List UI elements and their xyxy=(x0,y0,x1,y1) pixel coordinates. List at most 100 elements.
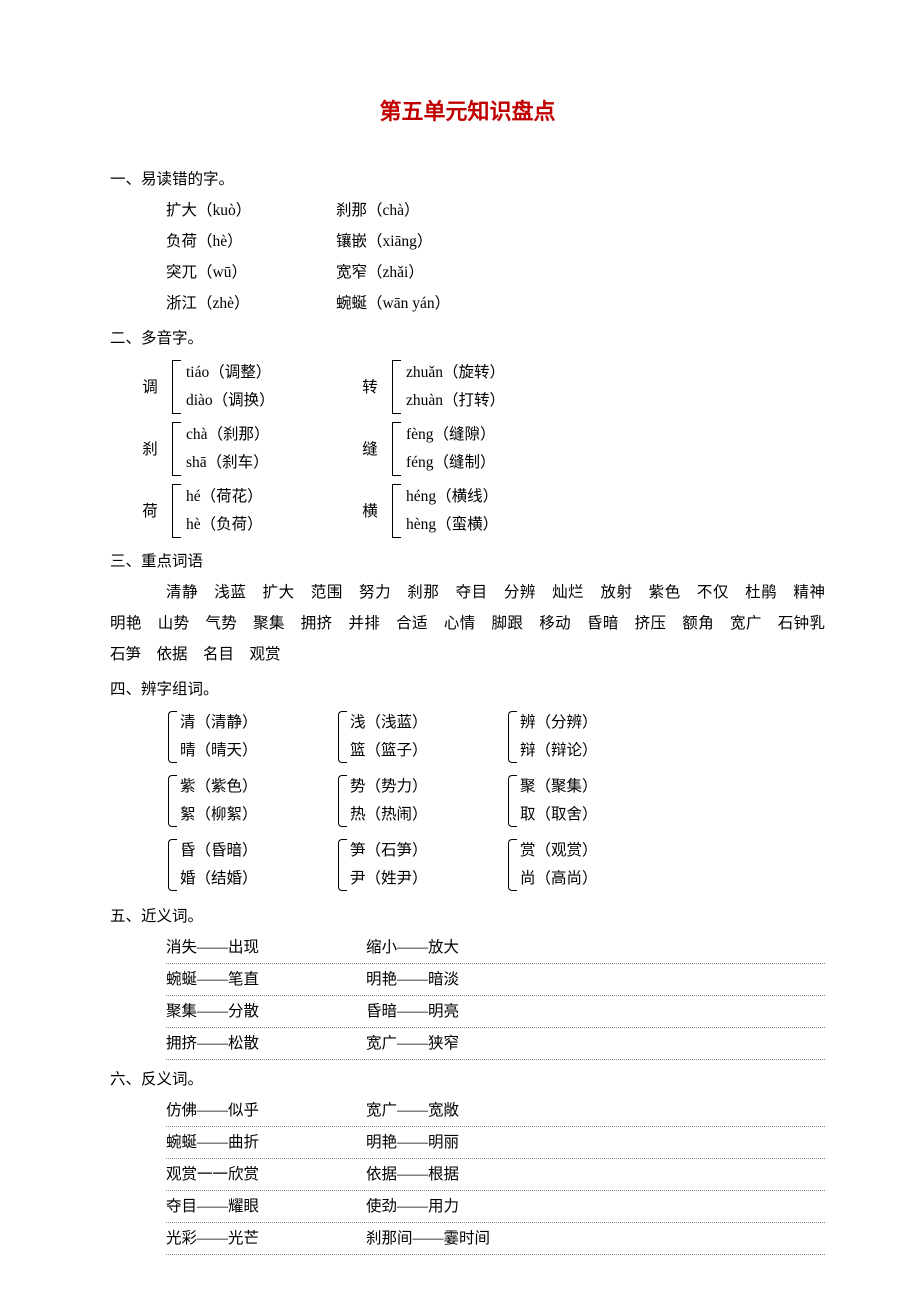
dot-row: 蜿蜒——笔直 明艳——暗淡 xyxy=(166,964,825,996)
pair: 拥挤——松散 xyxy=(166,1028,366,1059)
brk-group: 浅（浅蓝） 篮（篮子） xyxy=(336,705,506,769)
s1-cell: 镶嵌（xiāng） xyxy=(336,226,432,257)
brace-icon xyxy=(390,356,404,418)
brk-lines: 笋（石笋） 尹（姓尹） xyxy=(350,833,428,897)
section-4-body: 清（清静） 晴（晴天） 浅（浅蓝） 篮（篮子） 辨（分辨） 辩（辩论） xyxy=(110,705,825,897)
brk-line: 赏（观赏） xyxy=(520,837,598,865)
poly-char: 转 xyxy=(350,356,390,418)
pair: 宽广——宽敞 xyxy=(366,1095,459,1126)
brk-group: 辨（分辨） 辩（辩论） xyxy=(506,705,676,769)
dot-row: 拥挤——松散 宽广——狭窄 xyxy=(166,1028,825,1060)
page: 第五单元知识盘点 一、易读错的字。 扩大（kuò） 刹那（chà） 负荷（hè）… xyxy=(0,0,920,1315)
brk-group: 聚（聚集） 取（取舍） xyxy=(506,769,676,833)
brk-line: 笋（石笋） xyxy=(350,837,428,865)
brk-line: 取（取舍） xyxy=(520,801,598,829)
brace-icon xyxy=(166,833,180,897)
brk-line: 势（势力） xyxy=(350,773,428,801)
brace-icon xyxy=(336,769,350,833)
section-1-body: 扩大（kuò） 刹那（chà） 负荷（hè） 镶嵌（xiāng） 突兀（wū） … xyxy=(110,195,825,319)
brk-lines: 昏（昏暗） 婚（结婚） xyxy=(180,833,258,897)
poly-group: 横 héng（横线） hèng（蛮横） xyxy=(350,480,498,542)
brk-line: 热（热闹） xyxy=(350,801,428,829)
poly-readings: hé（荷花） hè（负荷） xyxy=(184,480,263,542)
poly-group: 转 zhuǎn（旋转） zhuàn（打转） xyxy=(350,356,505,418)
poly-reading: shā（刹车） xyxy=(186,449,270,477)
poly-group: 缝 fèng（缝隙） féng（缝制） xyxy=(350,418,496,480)
dot-row: 光彩——光芒 刹那间——霎时间 xyxy=(166,1223,825,1255)
brk-group: 紫（紫色） 絮（柳絮） xyxy=(166,769,336,833)
poly-group: 调 tiáo（调整） diào（调换） xyxy=(130,356,350,418)
poly-reading: hé（荷花） xyxy=(186,483,263,511)
brace-icon xyxy=(166,769,180,833)
poly-reading: chà（刹那） xyxy=(186,421,270,449)
section-3-body: 清静 浅蓝 扩大 范围 努力 刹那 夺目 分辨 灿烂 放射 紫色 不仅 杜鹃 精… xyxy=(110,577,825,670)
s1-row: 突兀（wū） 宽窄（zhǎi） xyxy=(166,257,825,288)
brk-line: 晴（晴天） xyxy=(180,737,258,765)
poly-char: 调 xyxy=(130,356,170,418)
brace-icon xyxy=(506,769,520,833)
poly-reading: fèng（缝隙） xyxy=(406,421,496,449)
brk-lines: 紫（紫色） 絮（柳絮） xyxy=(180,769,258,833)
poly-readings: tiáo（调整） diào（调换） xyxy=(184,356,275,418)
poly-readings: zhuǎn（旋转） zhuàn（打转） xyxy=(404,356,505,418)
poly-reading: hèng（蛮横） xyxy=(406,511,498,539)
brk-line: 尹（姓尹） xyxy=(350,865,428,893)
brk-line: 聚（聚集） xyxy=(520,773,598,801)
poly-group: 刹 chà（刹那） shā（刹车） xyxy=(130,418,350,480)
brace-icon xyxy=(170,418,184,480)
section-4-head: 四、辨字组词。 xyxy=(110,674,825,705)
brk-row: 昏（昏暗） 婚（结婚） 笋（石笋） 尹（姓尹） 赏（观赏） 尚（高尚） xyxy=(166,833,825,897)
section-2-body: 调 tiáo（调整） diào（调换） 转 zhuǎn（旋转） zhuàn（打转… xyxy=(110,356,825,542)
pair: 昏暗——明亮 xyxy=(366,996,459,1027)
brace-icon xyxy=(506,705,520,769)
brk-group: 清（清静） 晴（晴天） xyxy=(166,705,336,769)
s1-cell: 负荷（hè） xyxy=(166,226,336,257)
brk-line: 清（清静） xyxy=(180,709,258,737)
pair: 蜿蜒——笔直 xyxy=(166,964,366,995)
pair: 宽广——狭窄 xyxy=(366,1028,459,1059)
pair: 仿佛——似乎 xyxy=(166,1095,366,1126)
section-1-head: 一、易读错的字。 xyxy=(110,164,825,195)
section-5-head: 五、近义词。 xyxy=(110,901,825,932)
s1-cell: 宽窄（zhǎi） xyxy=(336,257,424,288)
poly-char: 横 xyxy=(350,480,390,542)
poly-reading: hè（负荷） xyxy=(186,511,263,539)
pair: 使劲——用力 xyxy=(366,1191,459,1222)
poly-readings: chà（刹那） shā（刹车） xyxy=(184,418,270,480)
s1-cell: 突兀（wū） xyxy=(166,257,336,288)
brk-group: 赏（观赏） 尚（高尚） xyxy=(506,833,676,897)
brk-line: 辩（辩论） xyxy=(520,737,598,765)
brk-line: 婚（结婚） xyxy=(180,865,258,893)
poly-char: 荷 xyxy=(130,480,170,542)
brace-icon xyxy=(336,705,350,769)
brk-group: 昏（昏暗） 婚（结婚） xyxy=(166,833,336,897)
s1-cell: 浙江（zhè） xyxy=(166,288,336,319)
dot-row: 聚集——分散 昏暗——明亮 xyxy=(166,996,825,1028)
brk-row: 紫（紫色） 絮（柳絮） 势（势力） 热（热闹） 聚（聚集） 取（取舍） xyxy=(166,769,825,833)
pair: 观赏一一欣赏 xyxy=(166,1159,366,1190)
pair: 明艳——暗淡 xyxy=(366,964,459,995)
pair: 蜿蜒——曲折 xyxy=(166,1127,366,1158)
poly-row: 调 tiáo（调整） diào（调换） 转 zhuǎn（旋转） zhuàn（打转… xyxy=(130,356,825,418)
brk-lines: 势（势力） 热（热闹） xyxy=(350,769,428,833)
brk-group: 笋（石笋） 尹（姓尹） xyxy=(336,833,506,897)
poly-readings: héng（横线） hèng（蛮横） xyxy=(404,480,498,542)
brk-row: 清（清静） 晴（晴天） 浅（浅蓝） 篮（篮子） 辨（分辨） 辩（辩论） xyxy=(166,705,825,769)
poly-row: 荷 hé（荷花） hè（负荷） 横 héng（横线） hèng（蛮横） xyxy=(130,480,825,542)
brace-icon xyxy=(166,705,180,769)
section-6-body: 仿佛——似乎 宽广——宽敞 蜿蜒——曲折 明艳——明丽 观赏一一欣赏 依据——根… xyxy=(110,1095,825,1255)
section-5-body: 消失——出现 缩小——放大 蜿蜒——笔直 明艳——暗淡 聚集——分散 昏暗——明… xyxy=(110,932,825,1060)
brace-icon xyxy=(336,833,350,897)
dot-row: 观赏一一欣赏 依据——根据 xyxy=(166,1159,825,1191)
brk-lines: 赏（观赏） 尚（高尚） xyxy=(520,833,598,897)
brk-line: 篮（篮子） xyxy=(350,737,428,765)
s1-row: 扩大（kuò） 刹那（chà） xyxy=(166,195,825,226)
section-6-head: 六、反义词。 xyxy=(110,1064,825,1095)
s1-row: 浙江（zhè） 蜿蜒（wān yán） xyxy=(166,288,825,319)
pair: 消失——出现 xyxy=(166,932,366,963)
pair: 刹那间——霎时间 xyxy=(366,1223,490,1254)
s1-cell: 蜿蜒（wān yán） xyxy=(336,288,450,319)
brk-lines: 清（清静） 晴（晴天） xyxy=(180,705,258,769)
section-3-head: 三、重点词语 xyxy=(110,546,825,577)
pair: 聚集——分散 xyxy=(166,996,366,1027)
